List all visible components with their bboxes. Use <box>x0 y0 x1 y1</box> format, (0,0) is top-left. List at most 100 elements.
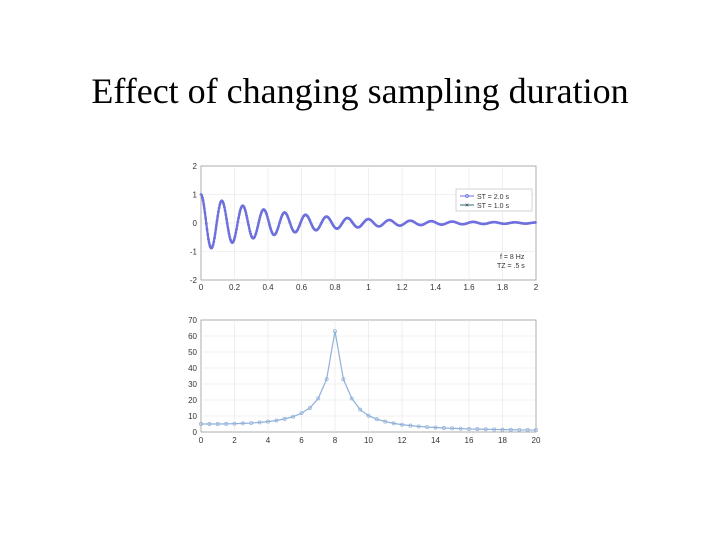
bottom-x-tick-label: 8 <box>333 436 338 445</box>
top-series-marker <box>222 202 225 206</box>
spectrum-point <box>534 428 538 433</box>
bottom-x-tick-label: 16 <box>465 436 474 445</box>
bottom-x-tick-label: 20 <box>532 436 541 445</box>
spectrum-point <box>458 426 463 431</box>
top-series-marker <box>296 228 299 232</box>
top-series-marker <box>201 200 205 203</box>
top-x-tick-label: 1.6 <box>463 283 475 292</box>
top-series-marker <box>211 243 215 247</box>
top-series-marker <box>274 232 277 236</box>
decay-signal-chart: 0 0.2 0.4 0.6 0.8 1 1.2 1.4 1.6 1.8 2 2 1 0 -1 -2 ST =… <box>190 162 539 292</box>
spectrum-point <box>391 421 396 426</box>
top-x-tick-label: 0.4 <box>262 283 274 292</box>
top-series-group <box>199 193 538 250</box>
top-x-tick-label: 1.8 <box>497 283 509 292</box>
top-series-marker <box>201 196 204 200</box>
top-series-marker <box>259 213 262 217</box>
spectrum-point <box>240 421 245 426</box>
top-series-marker <box>226 222 229 226</box>
top-series-marker <box>213 236 216 239</box>
top-series-marker <box>305 213 308 217</box>
top-series-marker <box>237 216 241 219</box>
top-x-tick-label: 1 <box>366 283 371 292</box>
top-series-marker <box>253 234 257 237</box>
top-series-marker <box>243 207 247 210</box>
top-series-marker <box>333 225 336 229</box>
top-series-marker <box>348 217 351 221</box>
top-series-marker <box>218 203 222 206</box>
top-series-marker <box>315 228 319 232</box>
top-series-marker <box>353 224 357 227</box>
top-series-marker <box>204 215 207 219</box>
spectrum-point <box>207 422 212 426</box>
spectrum-point <box>249 421 254 425</box>
spectrum-point <box>450 426 455 431</box>
top-series-marker <box>370 219 374 223</box>
top-y-tick-label: -1 <box>190 248 198 257</box>
top-series-marker <box>235 228 238 232</box>
top-series-marker <box>307 216 311 220</box>
bottom-y-tick-label: 10 <box>188 412 197 421</box>
spectrum-point <box>215 422 220 426</box>
top-series-marker <box>207 238 210 241</box>
spectrum-point <box>366 413 371 418</box>
top-series-marker <box>207 242 211 245</box>
top-series-marker <box>321 219 324 223</box>
spectrum-point <box>433 425 438 430</box>
bottom-y-tick-label: 40 <box>188 364 197 373</box>
top-series-marker <box>382 222 385 226</box>
top-series-marker <box>306 215 310 219</box>
top-series-marker <box>318 224 322 227</box>
legend-label-st1: ST = 1.0 s <box>477 203 509 210</box>
top-series-marker <box>216 210 220 214</box>
top-series-marker <box>233 235 237 239</box>
top-series-marker <box>267 220 271 224</box>
top-y-ticks: 2 1 0 -1 -2 <box>190 162 198 285</box>
legend-marker-st1: × <box>465 203 469 210</box>
top-series-marker <box>319 222 323 226</box>
top-series-marker <box>216 215 219 219</box>
top-series-marker <box>268 223 271 227</box>
spectrum-point <box>441 426 446 430</box>
top-x-tick-label: 2 <box>534 283 539 292</box>
top-series-marker <box>234 232 238 235</box>
spectrum-point <box>408 423 413 428</box>
top-x-tick-label: 0.6 <box>296 283 308 292</box>
top-series-marker <box>204 221 208 225</box>
top-series-marker <box>337 226 341 230</box>
top-series-marker <box>200 194 204 197</box>
bottom-x-tick-label: 6 <box>299 436 304 445</box>
top-series-marker <box>247 223 250 227</box>
top-series-marker <box>255 229 259 232</box>
bottom-y-tick-label: 0 <box>193 428 198 437</box>
bottom-x-tick-label: 4 <box>266 436 271 445</box>
legend-marker-st2 <box>465 194 469 198</box>
spectrum-point <box>299 411 304 416</box>
bottom-x-tick-label: 10 <box>364 436 373 445</box>
top-series-marker <box>369 219 373 222</box>
top-y-tick-label: -2 <box>190 276 198 285</box>
spectrum-point <box>274 418 279 423</box>
top-series-marker <box>287 219 291 222</box>
spectrum-point <box>307 406 312 410</box>
spectrum-point <box>316 396 321 401</box>
spectrum-point <box>341 377 346 382</box>
spectrum-point <box>508 427 513 432</box>
top-series-marker <box>247 226 251 230</box>
spectrum-line <box>201 331 537 431</box>
top-series-marker <box>232 238 236 241</box>
top-series-marker <box>329 219 332 223</box>
top-series-marker <box>244 209 247 213</box>
spectrum-point <box>199 422 203 426</box>
bottom-x-tick-label: 0 <box>199 436 204 445</box>
top-series-marker <box>228 235 231 239</box>
top-series-marker <box>311 225 314 228</box>
spectrum-point <box>333 329 337 334</box>
top-series-marker <box>235 224 239 227</box>
top-series-marker <box>206 233 210 237</box>
slide-title: Effect of changing sampling duration <box>91 71 629 111</box>
top-series-marker <box>358 225 362 228</box>
top-series-marker <box>363 220 366 223</box>
spectrum-point <box>291 414 296 419</box>
top-series-marker <box>223 205 226 209</box>
